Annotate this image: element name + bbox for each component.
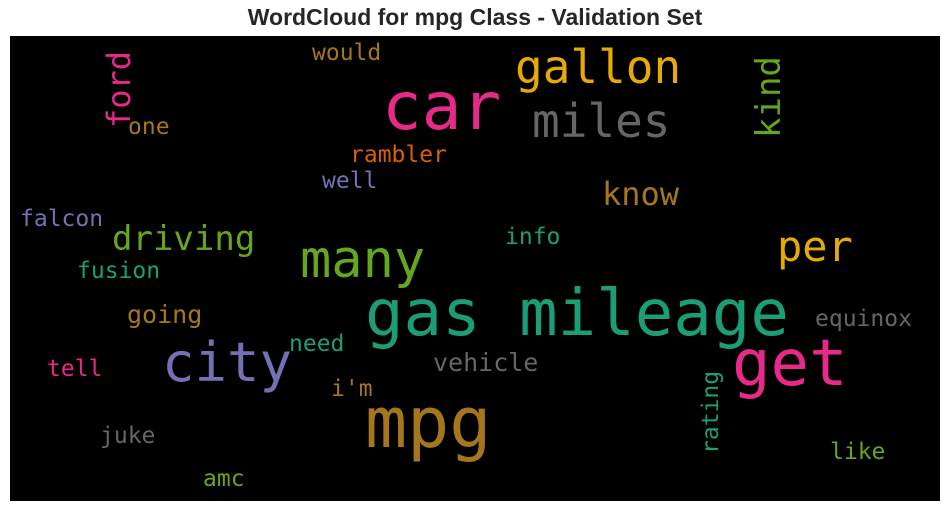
word-gas-mileage: gas mileage xyxy=(365,277,789,351)
word-per: per xyxy=(777,222,853,271)
word-many: many xyxy=(300,230,426,290)
word-driving: driving xyxy=(112,219,256,259)
chart-title: WordCloud for mpg Class - Validation Set xyxy=(247,4,703,30)
word-would: would xyxy=(312,40,382,66)
word-know: know xyxy=(602,175,680,213)
word-like: like xyxy=(830,439,886,465)
word-equinox: equinox xyxy=(815,306,912,332)
word-car: car xyxy=(382,68,502,145)
word-rating: rating xyxy=(698,370,724,454)
word-fusion: fusion xyxy=(77,258,161,284)
word-city: city xyxy=(162,331,293,394)
word-get: get xyxy=(732,327,848,401)
word-juke: juke xyxy=(100,423,156,449)
word-miles: miles xyxy=(532,94,671,148)
word-one: one xyxy=(128,114,170,140)
word-need: need xyxy=(289,331,345,357)
word-im: i'm xyxy=(331,376,373,402)
word-tell: tell xyxy=(47,356,103,382)
word-mpg: mpg xyxy=(365,382,492,464)
word-info: info xyxy=(505,224,561,250)
word-kind: kind xyxy=(749,56,789,138)
word-vehicle: vehicle xyxy=(433,348,539,377)
wordcloud-canvas: car gallon miles kind ford would one ram… xyxy=(10,36,940,501)
word-going: going xyxy=(127,300,203,329)
word-rambler: rambler xyxy=(350,142,447,168)
word-amc: amc xyxy=(203,466,245,492)
word-well: well xyxy=(322,168,378,194)
word-falcon: falcon xyxy=(20,206,104,232)
word-gallon: gallon xyxy=(515,40,682,94)
